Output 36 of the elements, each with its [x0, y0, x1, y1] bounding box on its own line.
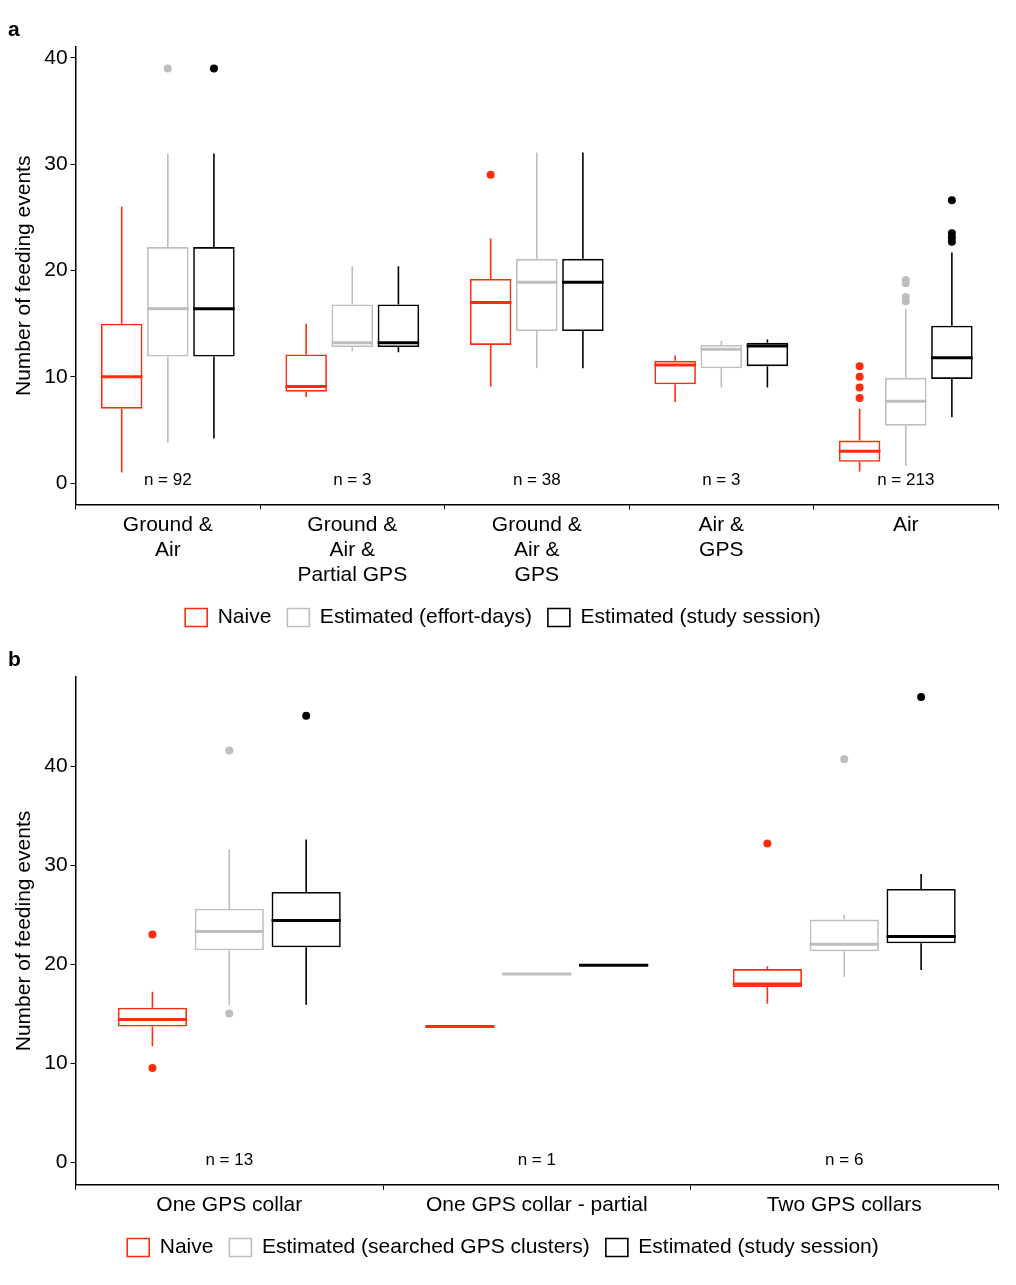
- x-tick-label: Ground & Air & GPS: [491, 511, 582, 586]
- y-tick-label: 10: [44, 363, 68, 387]
- x-tick-label: Air: [892, 511, 919, 535]
- x-tick-label: Ground & Air & Partial GPS: [297, 511, 408, 586]
- annotation: n = 3: [333, 470, 372, 490]
- annotation: n = 92: [143, 470, 192, 490]
- y-axis-title: Number of feeding events: [11, 810, 35, 1052]
- y-tick-label: 20: [44, 257, 68, 281]
- legend-label: Estimated (searched GPS clusters): [261, 1234, 590, 1258]
- annotation: n = 213: [877, 470, 935, 490]
- x-tick-label: One GPS collar - partial: [425, 1192, 648, 1216]
- legend-label: Estimated (effort-days): [319, 604, 532, 628]
- legend-label: Naive: [159, 1234, 214, 1258]
- annotation: n = 38: [512, 470, 561, 490]
- y-tick-label: 0: [55, 1148, 68, 1172]
- y-axis-title: Number of feeding events: [11, 155, 35, 397]
- y-tick-label: 10: [44, 1049, 68, 1073]
- annotation: n = 13: [205, 1150, 254, 1170]
- y-tick-label: 0: [55, 469, 68, 493]
- y-tick-label: 30: [44, 150, 68, 174]
- x-tick-label: Two GPS collars: [766, 1192, 922, 1216]
- x-tick-label: Ground & Air: [122, 511, 213, 560]
- y-tick-label: 40: [44, 753, 68, 777]
- x-tick-label: Air & GPS: [698, 511, 745, 560]
- y-tick-label: 40: [44, 44, 68, 68]
- annotation: n = 3: [702, 470, 741, 490]
- chart-title: b: [8, 647, 21, 671]
- annotation: n = 1: [517, 1150, 556, 1170]
- legend-label: Estimated (study session): [580, 604, 821, 628]
- legend-label: Naive: [217, 604, 272, 628]
- chart-title: a: [8, 17, 20, 41]
- x-tick-label: One GPS collar: [156, 1192, 303, 1216]
- legend-label: Estimated (study session): [638, 1234, 879, 1258]
- y-tick-label: 30: [44, 852, 68, 875]
- y-tick-label: 20: [44, 950, 68, 974]
- annotation: n = 6: [825, 1150, 864, 1170]
